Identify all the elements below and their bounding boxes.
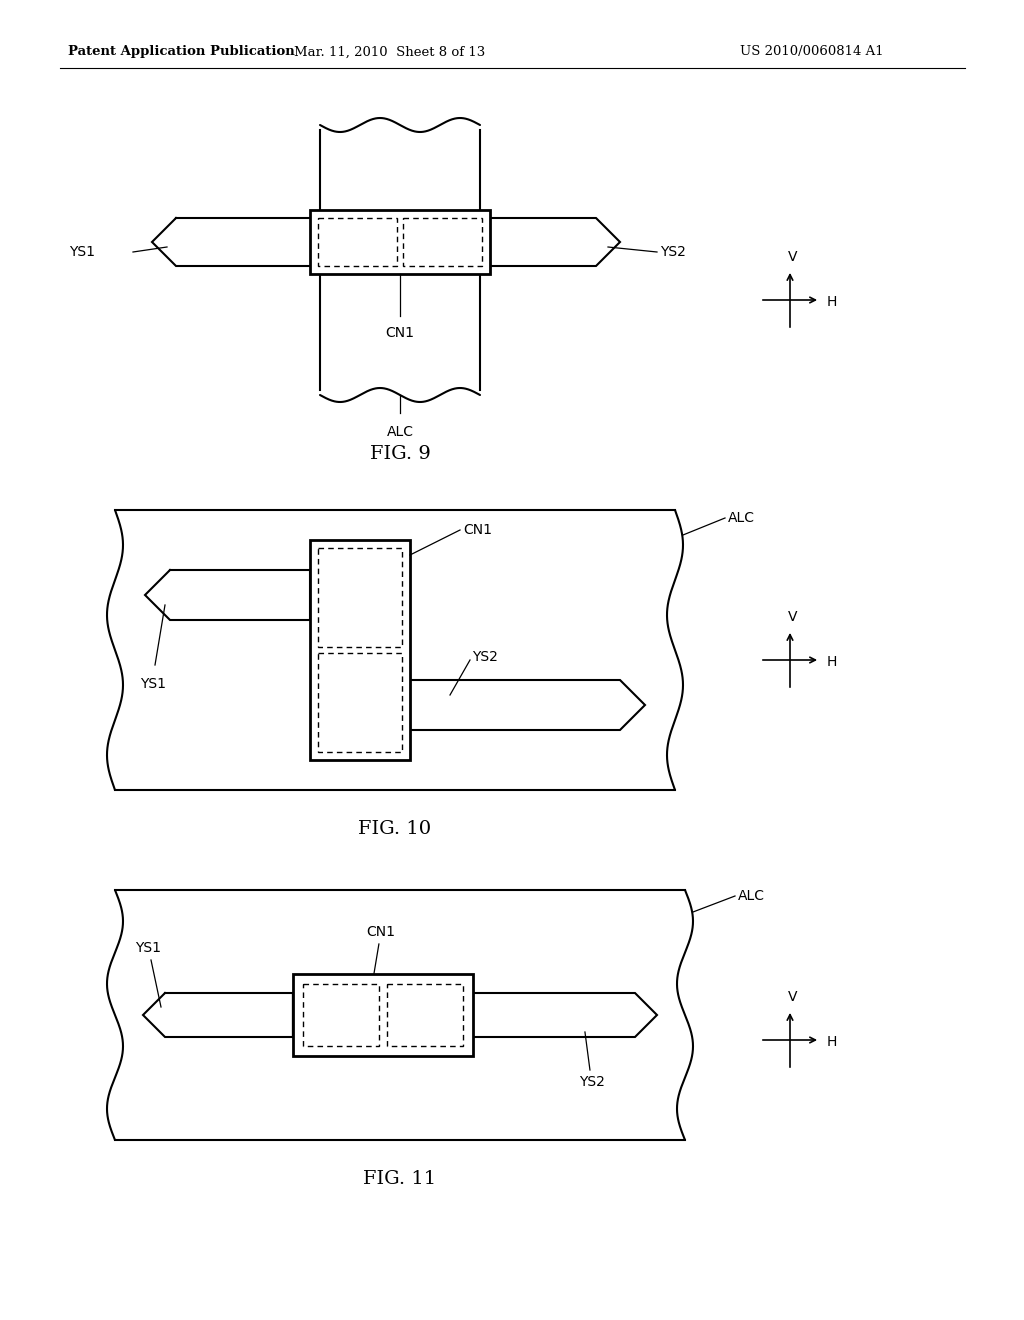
Text: V: V bbox=[788, 610, 798, 624]
Polygon shape bbox=[143, 993, 293, 1038]
Text: H: H bbox=[827, 1035, 838, 1049]
Bar bbox=[303, 983, 379, 1045]
Text: CN1: CN1 bbox=[385, 326, 415, 341]
Text: CN1: CN1 bbox=[463, 523, 492, 537]
Text: YS2: YS2 bbox=[579, 1074, 605, 1089]
Polygon shape bbox=[480, 218, 620, 267]
Bar bbox=[387, 983, 463, 1045]
Text: Patent Application Publication: Patent Application Publication bbox=[68, 45, 295, 58]
Bar bbox=[293, 974, 473, 1056]
Polygon shape bbox=[473, 993, 657, 1038]
Text: V: V bbox=[788, 990, 798, 1005]
Polygon shape bbox=[410, 680, 645, 730]
Text: YS1: YS1 bbox=[140, 677, 166, 690]
Text: CN1: CN1 bbox=[367, 925, 395, 939]
Polygon shape bbox=[152, 218, 319, 267]
Text: FIG. 10: FIG. 10 bbox=[358, 820, 431, 838]
Bar bbox=[403, 218, 482, 267]
Bar bbox=[310, 210, 490, 275]
Text: YS2: YS2 bbox=[660, 246, 686, 259]
Bar bbox=[318, 218, 397, 267]
Text: YS2: YS2 bbox=[472, 649, 498, 664]
Bar bbox=[318, 548, 402, 647]
Text: FIG. 9: FIG. 9 bbox=[370, 445, 430, 463]
Text: ALC: ALC bbox=[728, 511, 755, 525]
Text: US 2010/0060814 A1: US 2010/0060814 A1 bbox=[740, 45, 884, 58]
Polygon shape bbox=[145, 570, 310, 620]
Text: H: H bbox=[827, 655, 838, 669]
Bar bbox=[310, 540, 410, 760]
Text: V: V bbox=[788, 249, 798, 264]
Text: H: H bbox=[827, 294, 838, 309]
Text: ALC: ALC bbox=[386, 425, 414, 440]
Text: Mar. 11, 2010  Sheet 8 of 13: Mar. 11, 2010 Sheet 8 of 13 bbox=[294, 45, 485, 58]
Text: ALC: ALC bbox=[738, 888, 765, 903]
Text: FIG. 11: FIG. 11 bbox=[364, 1170, 436, 1188]
Text: YS1: YS1 bbox=[69, 246, 95, 259]
Bar bbox=[318, 653, 402, 752]
Text: YS1: YS1 bbox=[135, 941, 161, 954]
